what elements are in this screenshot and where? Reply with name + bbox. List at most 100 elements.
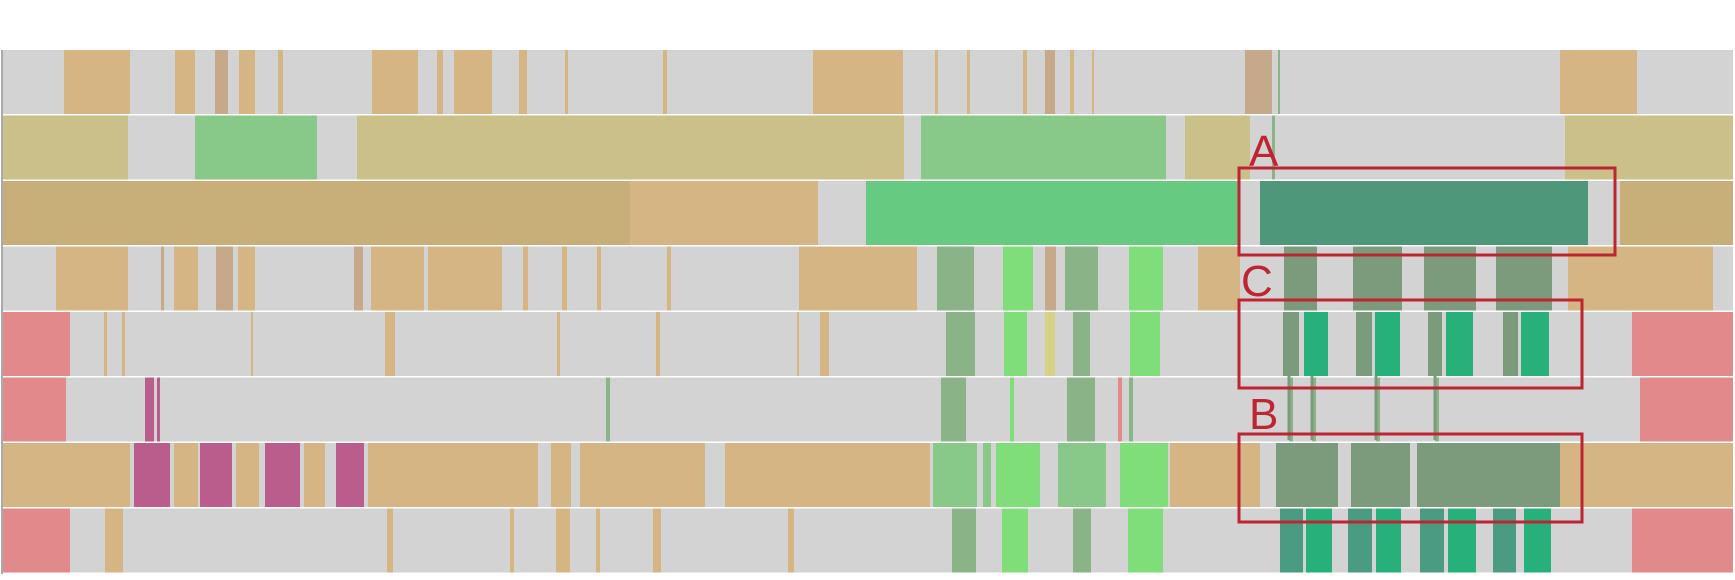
highlight-annotations: A C B: [1237, 127, 1617, 524]
lane-1-segment: [215, 50, 228, 114]
lane-7-segment: [725, 443, 930, 507]
highlight-label-b: B: [1249, 390, 1278, 439]
lane-4-segment: [667, 246, 671, 311]
lane-7-segment: [983, 443, 991, 507]
lane-1-segment: [437, 50, 443, 114]
lane-1-segment: [1045, 50, 1055, 114]
lane-7-segment: [174, 443, 198, 507]
lane-7-segment: [1120, 443, 1168, 507]
lane-6-segment: [1129, 377, 1133, 442]
lane-8-segment: [387, 508, 393, 573]
lane-1-segment: [1245, 50, 1272, 114]
lane-4-segment: [562, 246, 567, 311]
lane-1-segment: [1278, 50, 1280, 114]
lane-1-segment: [967, 50, 970, 114]
lane-4-segment: [1198, 246, 1240, 311]
lane-5-segment: [820, 312, 829, 376]
lane-3-segment: [630, 181, 818, 245]
lane-4-segment: [523, 246, 528, 311]
lane-6-segment: [1118, 377, 1122, 442]
lane-7-segment: [134, 443, 170, 507]
lane-6-segment: [1312, 377, 1316, 442]
lane-3-segment: [1620, 181, 1733, 245]
lane-2-segment: [921, 115, 1166, 180]
lane-2-segment: [357, 115, 904, 180]
lane-6-segment: [1010, 377, 1014, 442]
lane-2-segment: [1565, 115, 1733, 180]
lane-1-segment: [1560, 50, 1637, 114]
lane-4-segment: [1129, 246, 1163, 311]
lane-4-segment: [238, 246, 255, 311]
lane-5-segment: [251, 312, 253, 376]
lane-7-segment: [1276, 443, 1338, 507]
lane-1-segment: [278, 50, 283, 114]
lane-7-segment: [996, 443, 1040, 507]
lane-8-segment: [952, 508, 976, 573]
lane-5-segment: [122, 312, 125, 376]
lane-7-segment: [933, 443, 977, 507]
lane-5-segment: [946, 312, 975, 376]
lane-1-segment: [935, 50, 938, 114]
lane-4-segment: [1568, 246, 1713, 311]
lane-4-segment: [428, 246, 502, 311]
lane-4-segment: [597, 246, 601, 311]
lane-5-segment: [1304, 312, 1328, 376]
lane-2-segment: [195, 115, 317, 180]
lane-7-segment: [236, 443, 259, 507]
lane-8-segment: [1348, 508, 1372, 573]
lane-8-segment: [1376, 508, 1401, 573]
lane-5-segment: [1521, 312, 1549, 376]
lane-5-segment: [1130, 312, 1160, 376]
lane-5-segment: [1446, 312, 1473, 376]
lane-4-segment: [174, 246, 198, 311]
lane-8-segment: [1632, 508, 1733, 573]
highlight-box-b: [1237, 432, 1584, 524]
highlight-box-c: [1237, 298, 1584, 390]
lane-1-segment: [813, 50, 903, 114]
lane-8-segment: [596, 508, 600, 573]
lane-5-segment: [1428, 312, 1442, 376]
lane-4-segment: [161, 246, 164, 311]
activity-lanes: [3, 50, 1733, 573]
lane-3-segment: [1260, 181, 1588, 245]
lane-5-segment: [656, 312, 660, 376]
lane-3-segment: [3, 181, 630, 245]
lane-1-segment: [454, 50, 492, 114]
lane-7-segment: [265, 443, 300, 507]
lane-7-segment: [304, 443, 325, 507]
lane-5-background: [3, 312, 1733, 376]
lane-5-segment: [1356, 312, 1372, 376]
lane-4-segment: [1003, 246, 1033, 311]
lane-8-segment: [1448, 508, 1476, 573]
lane-6-segment: [157, 377, 160, 442]
lane-8-segment: [1073, 508, 1091, 573]
lane-7-segment: [580, 443, 705, 507]
lane-5-segment: [557, 312, 560, 376]
lane-5-segment: [385, 312, 395, 376]
highlight-label-a: A: [1249, 127, 1279, 176]
lane-8-segment: [1420, 508, 1444, 573]
lane-2-segment: [3, 115, 128, 180]
lane-4-segment: [371, 246, 424, 311]
lane-4-segment: [216, 246, 233, 311]
lane-1-segment: [663, 50, 667, 114]
lane-1-segment: [519, 50, 527, 114]
highlight-box-a: [1237, 166, 1617, 257]
lane-8-segment: [1280, 508, 1303, 573]
lane-5-segment: [104, 312, 107, 376]
lane-8-segment: [1524, 508, 1551, 573]
lane-7-segment: [1351, 443, 1410, 507]
lane-6-segment: [3, 377, 66, 442]
lane-5-segment: [1073, 312, 1090, 376]
lane-6-segment: [606, 377, 610, 442]
lane-1-segment: [1070, 50, 1074, 114]
lane-8-background: [3, 508, 1733, 573]
lane-1-segment: [565, 50, 568, 114]
lane-2-segment: [1272, 115, 1275, 180]
lane-3-segment: [866, 181, 1238, 245]
lane-8-segment: [1306, 508, 1332, 573]
lane-5-segment: [1045, 312, 1055, 376]
lane-5-segment: [1632, 312, 1733, 376]
lane-4-segment: [56, 246, 128, 311]
